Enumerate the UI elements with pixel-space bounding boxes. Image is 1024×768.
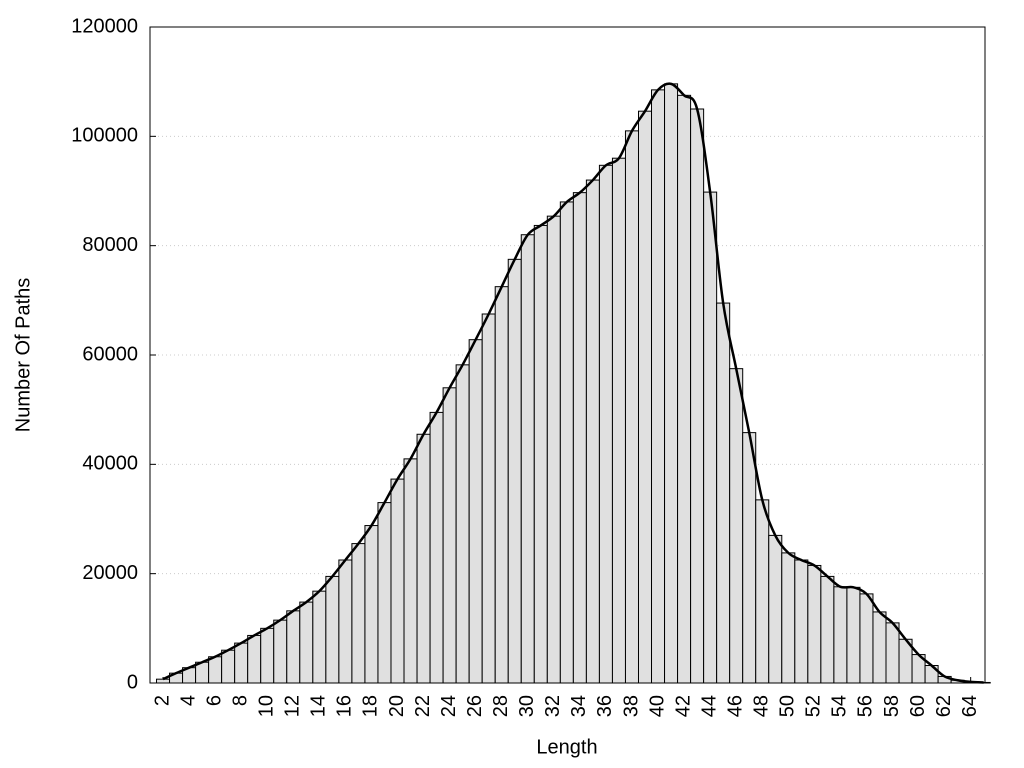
bar (742, 432, 757, 684)
x-tick-label: 30 (516, 695, 538, 717)
bar (716, 302, 731, 684)
bar (872, 611, 887, 684)
bar (481, 313, 496, 684)
x-tick-label: 62 (933, 695, 955, 717)
x-tick-label: 34 (568, 695, 590, 717)
bar (273, 619, 288, 684)
bar (260, 627, 275, 684)
bar (338, 559, 353, 684)
x-tick-label: 18 (360, 695, 382, 717)
x-tick-label: 42 (672, 695, 694, 717)
bar (885, 622, 900, 684)
bar (351, 543, 366, 684)
bar (325, 575, 340, 684)
bar (781, 552, 796, 684)
bar (156, 678, 171, 684)
x-tick-label: 48 (751, 695, 773, 717)
bar (494, 286, 509, 684)
bar (442, 387, 457, 684)
x-tick-label: 60 (907, 695, 929, 717)
x-tick-label: 26 (464, 695, 486, 717)
bar (846, 586, 861, 684)
bar (403, 458, 418, 684)
bar (520, 234, 535, 684)
bar (455, 364, 470, 684)
bar (234, 642, 249, 684)
bar (468, 339, 483, 684)
bar (677, 94, 692, 684)
x-tick-label: 58 (881, 695, 903, 717)
bar (312, 590, 327, 684)
plot-frame (149, 26, 986, 684)
bar (598, 164, 613, 684)
bar (833, 586, 848, 684)
y-tick-label: 40000 (82, 453, 138, 475)
x-tick-label: 16 (334, 695, 356, 717)
bar (859, 593, 874, 684)
trend-line (162, 82, 984, 684)
bar (247, 634, 262, 684)
bar (729, 368, 744, 684)
x-tick-label: 10 (256, 695, 278, 717)
bar (807, 564, 822, 684)
bar (546, 215, 561, 684)
bar (377, 502, 392, 684)
y-axis-label: Number Of Paths (12, 278, 34, 433)
bar (572, 192, 587, 684)
bar (221, 649, 236, 684)
bar (390, 478, 405, 684)
bar (690, 108, 705, 684)
x-tick-label: 54 (829, 695, 851, 717)
bar (533, 224, 548, 684)
y-tick-label: 80000 (82, 234, 138, 256)
bar (768, 534, 783, 684)
x-tick-label: 4 (177, 695, 199, 706)
x-tick-label: 6 (203, 695, 225, 706)
y-tick-label: 100000 (71, 125, 138, 147)
x-tick-label: 12 (282, 695, 304, 717)
x-tick-label: 38 (620, 695, 642, 717)
bar (651, 89, 666, 684)
bar (664, 83, 679, 684)
y-tick-label: 0 (127, 671, 138, 693)
bar (637, 110, 653, 684)
bar (364, 525, 379, 684)
x-axis-label: Length (536, 736, 597, 758)
x-tick-label: 36 (594, 695, 616, 717)
bar (507, 258, 522, 684)
x-tick-label: 56 (855, 695, 877, 717)
bar (585, 179, 600, 684)
bar (286, 610, 301, 684)
x-tick-label: 50 (777, 695, 799, 717)
x-tick-label: 14 (308, 695, 330, 717)
bar (611, 157, 626, 684)
bar (416, 433, 431, 684)
x-tick-label: 28 (490, 695, 512, 717)
bar (208, 656, 223, 684)
y-tick-label: 120000 (71, 15, 138, 37)
x-tick-label: 2 (151, 695, 173, 706)
bar (820, 575, 835, 684)
bar (429, 411, 444, 684)
x-tick-label: 44 (698, 695, 720, 717)
x-tick-label: 22 (412, 695, 434, 717)
bar (559, 201, 574, 684)
bar (299, 601, 314, 684)
bar (624, 130, 639, 684)
y-tick-label: 60000 (82, 343, 138, 365)
bar (794, 559, 809, 684)
x-tick-label: 32 (542, 695, 564, 717)
bar (703, 191, 718, 684)
x-tick-label: 24 (438, 695, 460, 717)
x-tick-label: 46 (724, 695, 746, 717)
x-tick-label: 40 (646, 695, 668, 717)
y-tick-label: 20000 (82, 562, 138, 584)
x-tick-label: 52 (803, 695, 825, 717)
bar (755, 499, 770, 684)
x-tick-label: 64 (959, 695, 981, 717)
x-tick-label: 20 (386, 695, 408, 717)
x-tick-label: 8 (229, 695, 251, 706)
